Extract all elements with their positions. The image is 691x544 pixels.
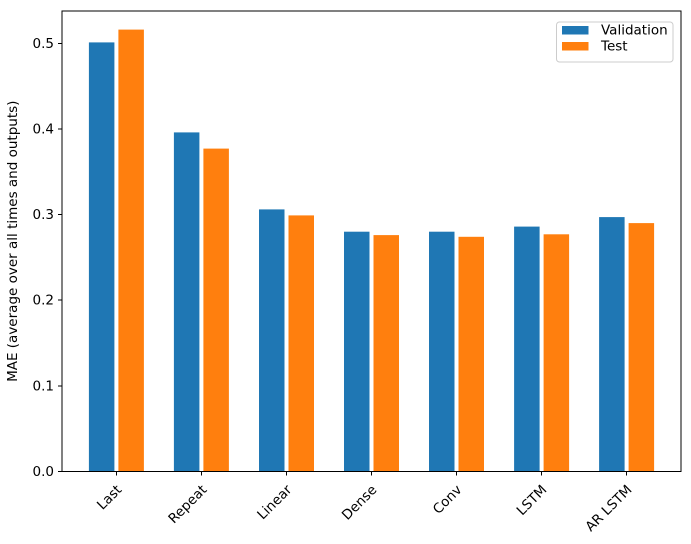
bar-validation-dense — [344, 231, 370, 472]
bar-validation-ar-lstm — [599, 217, 625, 472]
y-tick-label: 0.2 — [33, 293, 54, 309]
x-tick-label-last: Last — [94, 482, 125, 513]
y-tick-label: 0.0 — [33, 464, 54, 480]
bar-validation-last — [88, 42, 115, 472]
legend-label-test: Test — [600, 39, 628, 55]
y-axis: 0.0 0.1 0.2 0.3 0.4 0.5 — [33, 36, 62, 480]
bar-validation-linear — [259, 209, 285, 472]
bar-validation-repeat — [173, 132, 200, 472]
y-tick-label: 0.4 — [33, 121, 54, 137]
x-tick-label-ar-lstm: AR LSTM — [582, 482, 635, 535]
x-tick-label-linear: Linear — [254, 482, 295, 523]
bar-validation-lstm — [514, 226, 540, 472]
bar-test-conv — [458, 236, 484, 472]
y-axis-label: MAE (average over all times and outputs) — [5, 101, 21, 382]
legend-label-validation: Validation — [601, 23, 668, 39]
y-tick-label: 0.1 — [33, 378, 54, 394]
x-tick-label-dense: Dense — [339, 482, 380, 523]
y-tick-label: 0.5 — [33, 36, 54, 52]
legend-swatch-test — [562, 42, 589, 51]
x-tick-label-repeat: Repeat — [165, 482, 210, 527]
bars-validation — [88, 42, 625, 472]
bar-test-dense — [373, 235, 399, 472]
bar-test-linear — [288, 215, 314, 472]
bar-validation-conv — [429, 231, 455, 472]
legend-swatch-validation — [562, 26, 589, 35]
x-tick-label-conv: Conv — [430, 482, 466, 518]
bar-test-ar-lstm — [628, 223, 655, 472]
bar-test-repeat — [203, 148, 229, 472]
x-tick-label-lstm: LSTM — [514, 482, 551, 519]
x-axis: Last Repeat Linear Dense Conv LSTM AR LSTM — [94, 471, 635, 535]
plot-border — [61, 10, 682, 472]
bar-test-lstm — [543, 234, 570, 472]
bar-test-last — [118, 29, 144, 472]
y-tick-label: 0.3 — [33, 207, 54, 223]
bars-test — [118, 29, 655, 472]
